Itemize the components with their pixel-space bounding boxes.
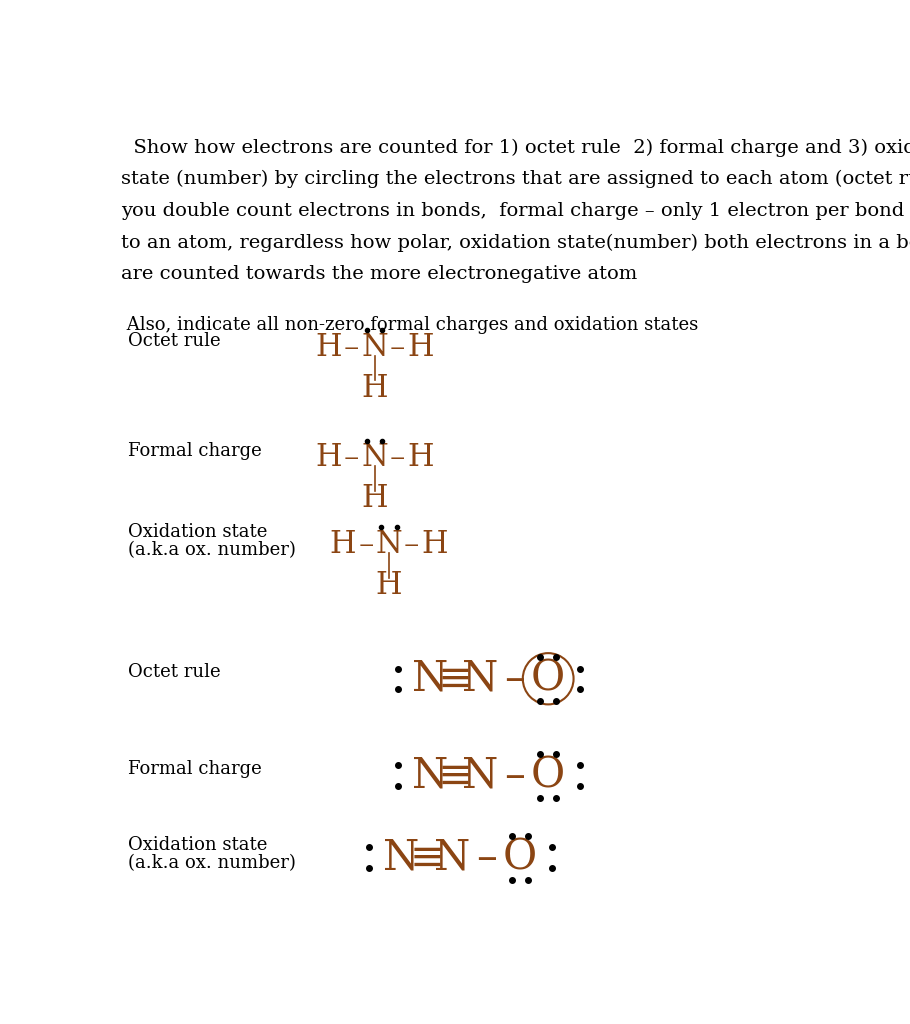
Text: Oxidation state: Oxidation state — [127, 523, 268, 542]
Text: N: N — [411, 755, 448, 797]
Text: to an atom, regardless how polar, oxidation state(number) both electrons in a bo: to an atom, regardless how polar, oxidat… — [121, 233, 910, 252]
Text: Show how electrons are counted for 1) octet rule  2) formal charge and 3) oxidat: Show how electrons are counted for 1) oc… — [121, 138, 910, 157]
Text: Octet rule: Octet rule — [127, 663, 220, 681]
Text: Formal charge: Formal charge — [127, 760, 261, 778]
Text: H: H — [329, 529, 356, 560]
Text: H: H — [376, 570, 402, 601]
Text: Oxidation state: Oxidation state — [127, 837, 268, 854]
Text: N: N — [411, 657, 448, 699]
Text: H: H — [316, 442, 342, 473]
Text: N: N — [434, 837, 470, 879]
Text: ≡: ≡ — [410, 837, 444, 879]
Text: state (number) by circling the electrons that are assigned to each atom (octet r: state (number) by circling the electrons… — [121, 170, 910, 188]
Text: O: O — [531, 657, 565, 699]
Text: –: – — [344, 332, 359, 364]
Text: O: O — [531, 755, 565, 797]
Text: H: H — [316, 332, 342, 364]
Text: N: N — [361, 332, 388, 364]
Text: Also, indicate all non-zero formal charges and oxidation states: Also, indicate all non-zero formal charg… — [121, 316, 698, 334]
Text: Octet rule: Octet rule — [127, 332, 220, 350]
Text: H: H — [408, 332, 434, 364]
Text: H: H — [361, 483, 388, 514]
Text: Formal charge: Formal charge — [127, 442, 261, 460]
Text: H: H — [361, 373, 388, 404]
Text: O: O — [503, 837, 537, 879]
Text: –: – — [359, 529, 374, 560]
Text: N: N — [462, 657, 499, 699]
Text: N: N — [462, 755, 499, 797]
Text: –: – — [344, 442, 359, 473]
Text: –: – — [389, 442, 405, 473]
Text: –: – — [404, 529, 420, 560]
Text: N: N — [376, 529, 402, 560]
Text: N: N — [361, 442, 388, 473]
Text: ≡: ≡ — [438, 657, 472, 699]
Text: you double count electrons in bonds,  formal charge – only 1 electron per bond g: you double count electrons in bonds, for… — [121, 202, 910, 220]
Text: –: – — [389, 332, 405, 364]
Text: H: H — [408, 442, 434, 473]
Text: ≡: ≡ — [438, 755, 472, 797]
Text: –: – — [504, 755, 525, 797]
Text: (a.k.a ox. number): (a.k.a ox. number) — [127, 854, 296, 871]
Text: H: H — [421, 529, 448, 560]
Text: N: N — [383, 837, 420, 879]
Text: (a.k.a ox. number): (a.k.a ox. number) — [127, 541, 296, 559]
Text: –: – — [476, 837, 497, 879]
Text: are counted towards the more electronegative atom: are counted towards the more electronega… — [121, 265, 637, 283]
Text: –: – — [504, 657, 525, 699]
